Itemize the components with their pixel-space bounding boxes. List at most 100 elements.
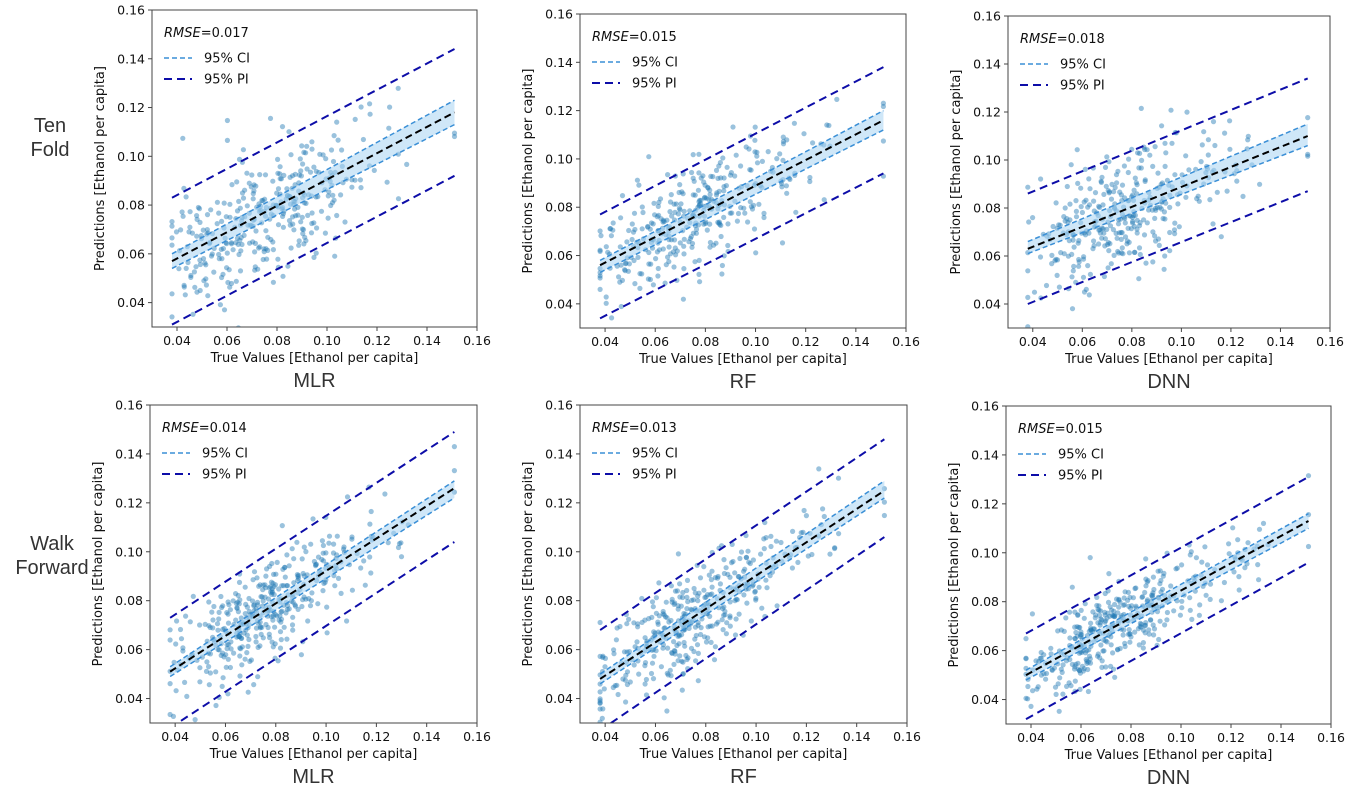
scatter-point — [650, 221, 656, 227]
scatter-point — [1196, 612, 1202, 618]
scatter-point — [681, 236, 687, 242]
scatter-point — [749, 206, 756, 212]
scatter-point — [754, 160, 761, 166]
scatter-point — [881, 512, 888, 519]
scatter-point — [711, 242, 717, 248]
scatter-point — [696, 590, 702, 596]
scatter-point — [216, 647, 222, 653]
scatter-point — [260, 198, 266, 204]
scatter-point — [780, 157, 786, 163]
scatter-point — [260, 587, 266, 593]
scatter-point — [1112, 184, 1118, 191]
scatter-point — [285, 583, 291, 589]
scatter-point — [1109, 612, 1115, 618]
scatter-point — [1087, 271, 1093, 277]
x-tick-label: 0.10 — [742, 334, 770, 349]
scatter-point — [668, 583, 675, 589]
pi-line-lower — [171, 174, 455, 326]
scatter-point — [1156, 242, 1162, 248]
scatter-point — [289, 622, 296, 628]
scatter-point — [317, 151, 323, 157]
x-tick-label: 0.04 — [591, 729, 619, 744]
scatter-point — [234, 235, 240, 241]
scatter-point — [727, 623, 733, 629]
scatter-point — [342, 219, 348, 225]
x-tick-label: 0.06 — [213, 333, 241, 348]
scatter-point — [224, 137, 230, 143]
scatter-point — [1083, 656, 1089, 663]
scatter-point — [1118, 229, 1124, 236]
scatter-point — [660, 645, 666, 651]
scatter-point — [233, 600, 239, 607]
scatter-point — [275, 658, 281, 664]
scatter-point — [747, 167, 753, 173]
scatter-point — [237, 597, 243, 603]
scatter-point — [269, 639, 275, 645]
scatter-point — [656, 212, 662, 218]
scatter-point — [209, 251, 215, 257]
scatter-point — [721, 604, 727, 610]
scatter-point — [281, 172, 287, 178]
scatter-point — [208, 253, 215, 259]
scatter-point — [658, 664, 665, 670]
scatter-point — [1172, 231, 1178, 237]
row-label-walk-forward: Walk Forward — [14, 532, 90, 580]
scatter-point — [1242, 565, 1248, 571]
scatter-point — [325, 215, 331, 221]
scatter-point — [784, 137, 790, 143]
scatter-point — [241, 232, 247, 238]
scatter-point — [1078, 633, 1084, 640]
scatter-point — [268, 589, 274, 595]
scatter-point — [720, 155, 726, 161]
scatter-point — [597, 228, 603, 234]
scatter-point — [816, 466, 822, 472]
scatter-point — [672, 588, 679, 594]
scatter-point — [1079, 209, 1085, 216]
scatter-point — [609, 315, 615, 321]
scatter-point — [1117, 599, 1123, 605]
scatter-point — [191, 269, 197, 275]
scatter-point — [624, 621, 630, 627]
scatter-point — [230, 247, 236, 253]
scatter-point — [173, 229, 180, 235]
scatter-point — [600, 654, 606, 661]
scatter-point — [271, 592, 277, 598]
scatter-point — [261, 249, 267, 255]
row-label-line: Forward — [15, 557, 89, 579]
scatter-point — [1157, 581, 1163, 587]
scatter-point — [648, 261, 654, 267]
scatter-point — [653, 648, 659, 654]
scatter-point — [698, 631, 704, 638]
scatter-point — [1108, 634, 1114, 640]
scatter-point — [1109, 181, 1115, 187]
scatter-point — [304, 572, 310, 578]
scatter-point — [640, 209, 646, 216]
scatter-point — [290, 599, 296, 605]
scatter-point — [715, 619, 721, 625]
scatter-point — [320, 550, 326, 556]
scatter-point — [774, 156, 780, 162]
scatter-point — [218, 593, 224, 600]
scatter-point — [1057, 675, 1063, 681]
scatter-point — [246, 608, 252, 615]
x-tick-label: 0.10 — [312, 729, 340, 744]
scatter-point — [298, 168, 304, 174]
scatter-point — [275, 222, 282, 228]
fit-line — [171, 111, 455, 263]
scatter-point — [1105, 265, 1111, 271]
scatter-point — [752, 589, 758, 595]
scatter-point — [1111, 666, 1117, 672]
scatter-point — [1142, 589, 1148, 596]
scatter-point — [662, 614, 669, 620]
scatter-point — [242, 656, 248, 662]
scatter-point — [642, 663, 648, 669]
scatter-point — [664, 670, 670, 676]
scatter-point — [1103, 618, 1109, 624]
scatter-point — [1115, 610, 1121, 616]
scatter-point — [655, 203, 661, 209]
scatter-point — [1156, 636, 1162, 643]
scatter-point — [1199, 559, 1205, 565]
x-tick-label: 0.12 — [362, 729, 390, 744]
scatter-point — [262, 582, 268, 588]
